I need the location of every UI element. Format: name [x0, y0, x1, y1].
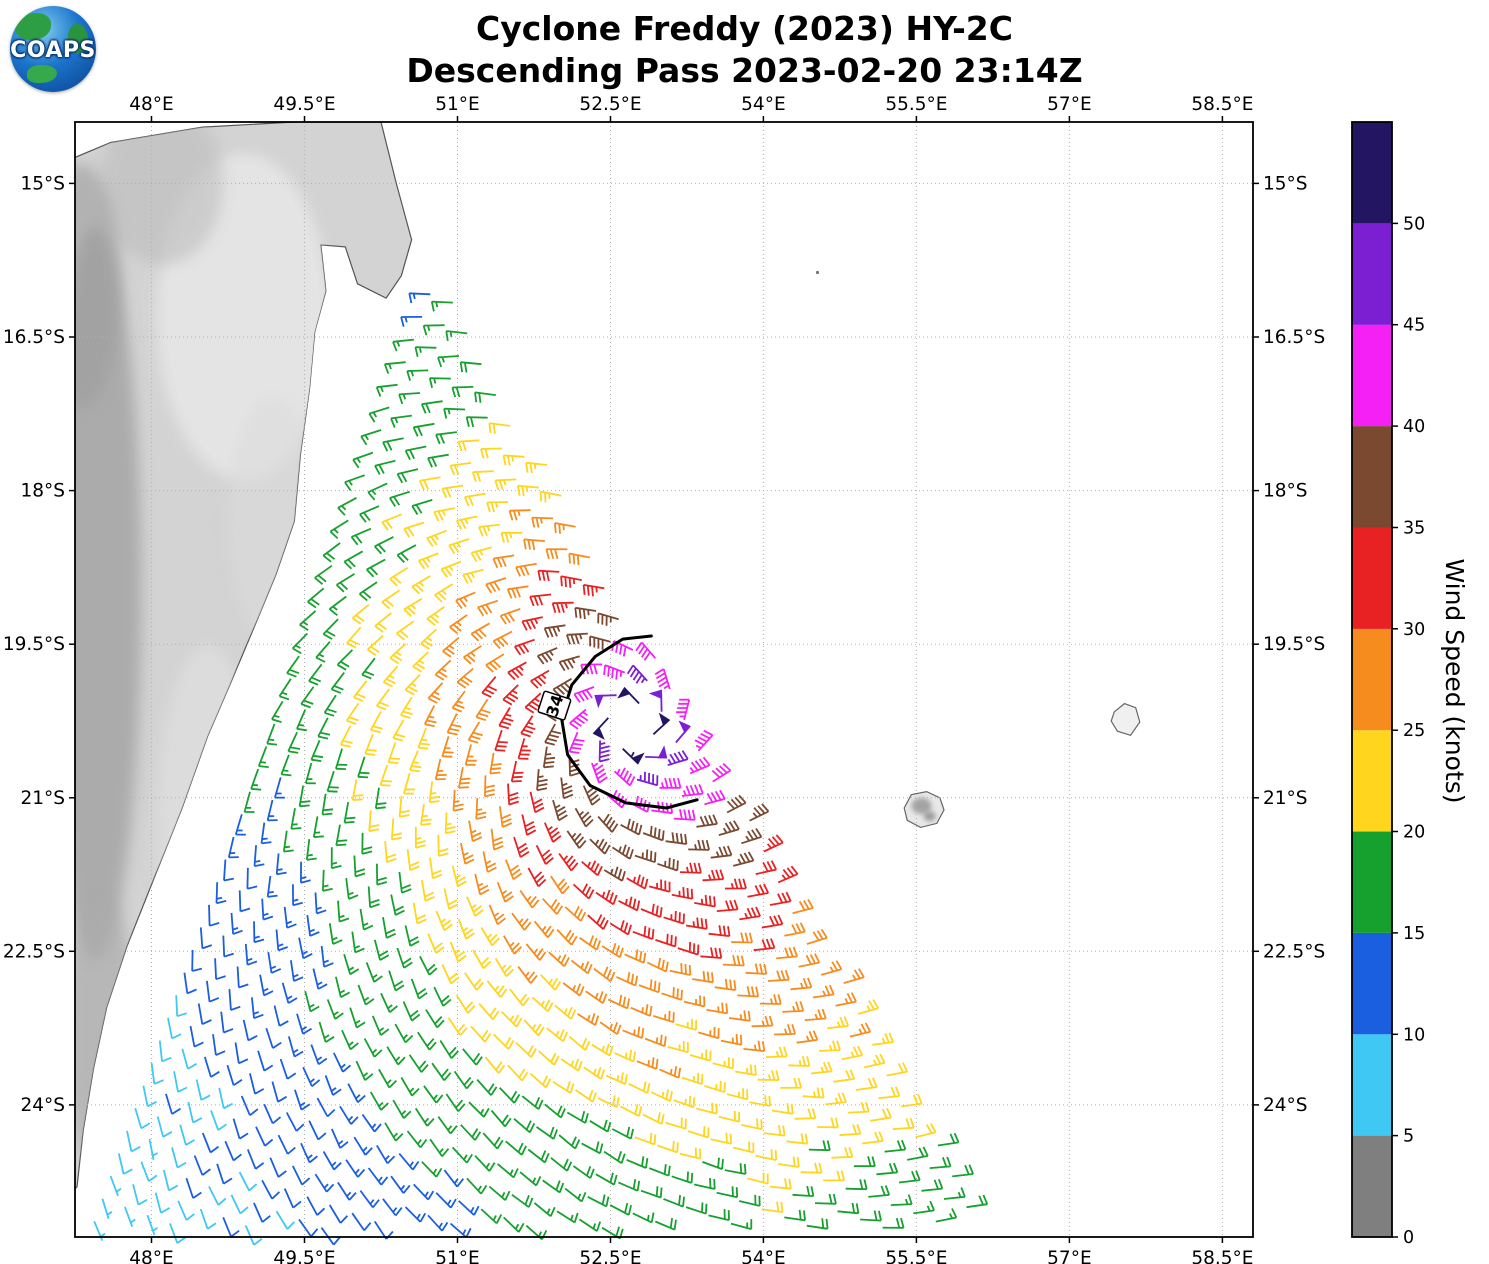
svg-text:15°S: 15°S	[1263, 173, 1308, 194]
map-frame	[74, 121, 1254, 1238]
svg-text:15: 15	[1403, 924, 1425, 944]
svg-text:19.5°S: 19.5°S	[1263, 634, 1325, 655]
svg-text:54°E: 54°E	[741, 94, 785, 115]
land-layer	[75, 122, 1141, 1190]
svg-text:22.5°S: 22.5°S	[3, 941, 65, 962]
plot-title: Cyclone Freddy (2023) HY-2C Descending P…	[0, 8, 1489, 92]
svg-text:49.5°E: 49.5°E	[273, 1248, 335, 1264]
svg-text:0: 0	[1403, 1228, 1414, 1248]
contour-label-34: 34	[537, 690, 572, 721]
svg-text:15°S: 15°S	[20, 173, 65, 194]
svg-text:48°E: 48°E	[129, 94, 173, 115]
wind-barbs-layer	[93, 292, 989, 1246]
globe-continent-shape	[27, 65, 57, 83]
globe-continent-shape	[15, 13, 51, 40]
coaps-logo: COAPS	[10, 6, 96, 92]
svg-text:51°E: 51°E	[435, 94, 479, 115]
colorbar: 0 5 10 15 20 25 30 35 40 45 50	[1351, 121, 1425, 1248]
gridlines	[75, 122, 1253, 1237]
coaps-logo-text: COAPS	[10, 38, 96, 63]
svg-text:19.5°S: 19.5°S	[3, 634, 65, 655]
svg-text:24°S: 24°S	[20, 1095, 65, 1116]
svg-text:50: 50	[1403, 214, 1425, 234]
island-dot	[815, 270, 820, 275]
svg-text:52.5°E: 52.5°E	[579, 1248, 641, 1264]
svg-text:22.5°S: 22.5°S	[1263, 941, 1325, 962]
contour-34kt: 34	[537, 634, 699, 810]
svg-text:55.5°E: 55.5°E	[885, 94, 947, 115]
svg-text:16.5°S: 16.5°S	[3, 327, 65, 348]
svg-text:18°S: 18°S	[1263, 481, 1308, 502]
globe-continent-shape	[68, 24, 88, 54]
coaps-globe-icon: COAPS	[10, 6, 96, 92]
svg-text:40: 40	[1403, 417, 1425, 437]
plot-title-line1: Cyclone Freddy (2023) HY-2C	[475, 9, 1013, 48]
svg-text:10: 10	[1403, 1025, 1425, 1045]
svg-text:18°S: 18°S	[20, 481, 65, 502]
svg-text:20: 20	[1403, 823, 1425, 843]
svg-text:49.5°E: 49.5°E	[273, 94, 335, 115]
svg-text:21°S: 21°S	[1263, 788, 1308, 809]
svg-text:5: 5	[1403, 1127, 1414, 1147]
svg-text:51°E: 51°E	[435, 1248, 479, 1264]
svg-text:30: 30	[1403, 620, 1425, 640]
axis-ticks: 48°E 48°E 49.5°E 49.5°E 51°E 51°E 52.5°E 52.5°E…	[3, 94, 1325, 1264]
colorbar-axis-label: Wind Speed (knots)	[1440, 558, 1469, 804]
svg-text:57°E: 57°E	[1047, 94, 1091, 115]
island-mauritius	[1110, 702, 1141, 737]
svg-text:45: 45	[1403, 316, 1425, 336]
svg-text:24°S: 24°S	[1263, 1095, 1308, 1116]
svg-text:16.5°S: 16.5°S	[1263, 327, 1325, 348]
svg-text:58.5°E: 58.5°E	[1191, 1248, 1253, 1264]
svg-text:57°E: 57°E	[1047, 1248, 1091, 1264]
svg-text:21°S: 21°S	[20, 788, 65, 809]
svg-text:58.5°E: 58.5°E	[1191, 94, 1253, 115]
svg-text:35: 35	[1403, 519, 1425, 539]
svg-text:48°E: 48°E	[129, 1248, 173, 1264]
plot-title-line2: Descending Pass 2023-02-20 23:14Z	[406, 51, 1083, 91]
svg-text:55.5°E: 55.5°E	[885, 1248, 947, 1264]
svg-text:25: 25	[1403, 721, 1425, 741]
svg-text:52.5°E: 52.5°E	[579, 94, 641, 115]
svg-text:54°E: 54°E	[741, 1248, 785, 1264]
